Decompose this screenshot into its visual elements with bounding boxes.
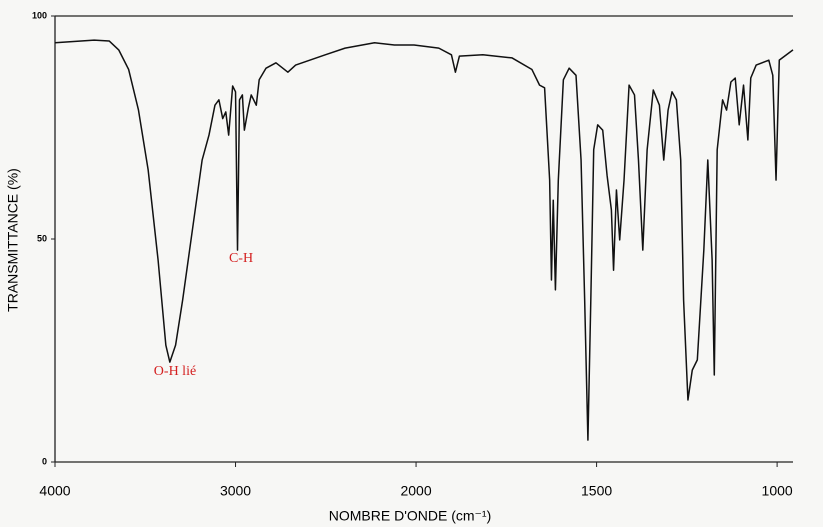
- y-axis-title: TRANSMITTANCE (%): [5, 168, 21, 312]
- x-axis-title: NOMBRE D'ONDE (cm⁻¹): [329, 508, 492, 524]
- x-tick-label: 2000: [400, 483, 431, 499]
- spectrum-line: [54, 39, 794, 441]
- x-tick-label: 3000: [220, 483, 251, 499]
- y-tick-label: 50: [37, 233, 47, 243]
- annotation: C-H: [229, 251, 253, 266]
- annotation: O-H lié: [154, 364, 196, 379]
- y-tick-label: 0: [42, 456, 47, 466]
- y-tick-label: 100: [32, 10, 47, 20]
- x-tick-label: 4000: [39, 483, 70, 499]
- x-tick-label: 1000: [762, 483, 793, 499]
- x-tick-label: 1500: [581, 483, 612, 499]
